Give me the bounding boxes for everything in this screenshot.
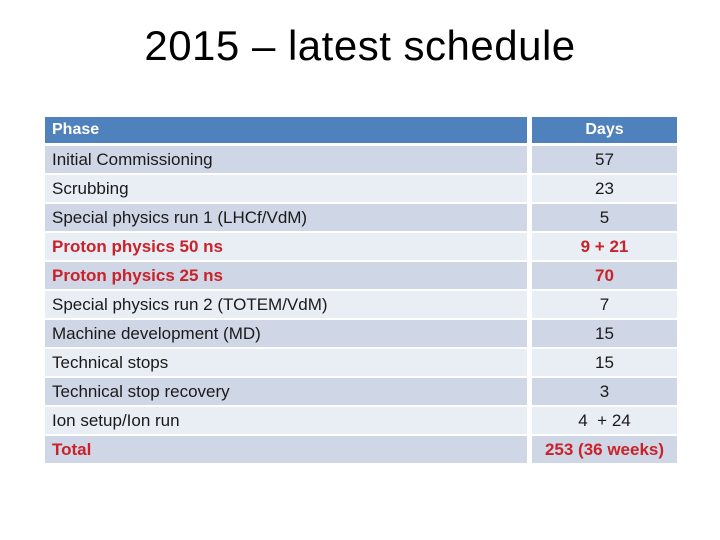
days-cell: 253 (36 weeks) bbox=[527, 436, 677, 465]
days-cell: 15 bbox=[527, 320, 677, 349]
table-row: Initial Commissioning 57 bbox=[45, 146, 677, 175]
schedule-table-container: Phase Days Initial Commissioning 57 Scru… bbox=[45, 117, 677, 465]
phase-cell: Initial Commissioning bbox=[45, 146, 527, 175]
phase-cell: Scrubbing bbox=[45, 175, 527, 204]
phase-cell: Total bbox=[45, 436, 527, 465]
days-cell: 70 bbox=[527, 262, 677, 291]
table-row: Special physics run 1 (LHCf/VdM) 5 bbox=[45, 204, 677, 233]
phase-cell: Proton physics 50 ns bbox=[45, 233, 527, 262]
days-cell: 9 + 21 bbox=[527, 233, 677, 262]
table-row: Technical stops 15 bbox=[45, 349, 677, 378]
phase-cell: Technical stop recovery bbox=[45, 378, 527, 407]
table-row: Special physics run 2 (TOTEM/VdM) 7 bbox=[45, 291, 677, 320]
days-cell: 57 bbox=[527, 146, 677, 175]
days-cell: 3 bbox=[527, 378, 677, 407]
phase-cell: Ion setup/Ion run bbox=[45, 407, 527, 436]
days-cell: 5 bbox=[527, 204, 677, 233]
schedule-table: Phase Days Initial Commissioning 57 Scru… bbox=[45, 117, 677, 465]
table-row: Technical stop recovery 3 bbox=[45, 378, 677, 407]
days-cell: 4 + 24 bbox=[527, 407, 677, 436]
table-row: Machine development (MD) 15 bbox=[45, 320, 677, 349]
table-row-total: Total 253 (36 weeks) bbox=[45, 436, 677, 465]
phase-cell: Special physics run 1 (LHCf/VdM) bbox=[45, 204, 527, 233]
slide-title: 2015 – latest schedule bbox=[144, 22, 576, 69]
table-header-row: Phase Days bbox=[45, 117, 677, 146]
phase-cell: Machine development (MD) bbox=[45, 320, 527, 349]
days-cell: 7 bbox=[527, 291, 677, 320]
days-cell: 15 bbox=[527, 349, 677, 378]
table-row: Proton physics 25 ns 70 bbox=[45, 262, 677, 291]
table-row: Proton physics 50 ns 9 + 21 bbox=[45, 233, 677, 262]
column-header-days: Days bbox=[527, 117, 677, 146]
phase-cell: Special physics run 2 (TOTEM/VdM) bbox=[45, 291, 527, 320]
phase-cell: Technical stops bbox=[45, 349, 527, 378]
table-row: Scrubbing 23 bbox=[45, 175, 677, 204]
days-cell: 23 bbox=[527, 175, 677, 204]
column-header-phase: Phase bbox=[45, 117, 527, 146]
table-row: Ion setup/Ion run 4 + 24 bbox=[45, 407, 677, 436]
phase-cell: Proton physics 25 ns bbox=[45, 262, 527, 291]
